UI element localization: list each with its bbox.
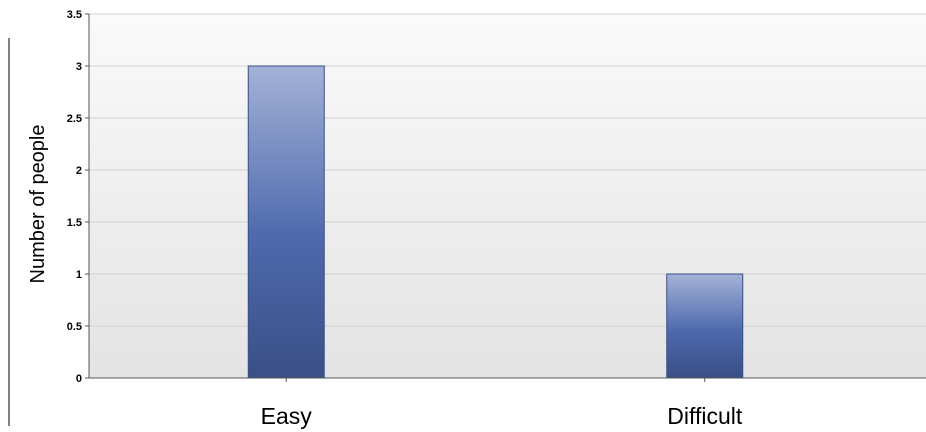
y-tick-label: 0 bbox=[76, 373, 82, 385]
y-tick-label: 1 bbox=[76, 269, 82, 281]
y-tick-label: 3 bbox=[76, 61, 82, 73]
y-tick-label: 0.5 bbox=[67, 321, 82, 333]
y-tick-label: 1.5 bbox=[67, 217, 82, 229]
bars bbox=[247, 65, 744, 379]
y-tick-label: 3.5 bbox=[67, 9, 82, 21]
gridlines bbox=[89, 13, 926, 327]
bar-difficult bbox=[666, 273, 744, 379]
y-tick-label: 2 bbox=[76, 165, 82, 177]
bar-easy bbox=[247, 65, 325, 379]
x-axis-labels: Easy Difficult bbox=[261, 403, 743, 429]
y-tick-label: 2.5 bbox=[67, 113, 82, 125]
y-axis-ticks: 0 0.5 1 1.5 2 2.5 3 3.5 bbox=[67, 9, 89, 385]
y-axis-title: Number of people bbox=[27, 125, 49, 284]
x-category-label: Difficult bbox=[667, 403, 743, 429]
plot-area bbox=[89, 14, 926, 378]
x-category-label: Easy bbox=[261, 403, 313, 429]
x-axis-ticks bbox=[285, 378, 706, 382]
